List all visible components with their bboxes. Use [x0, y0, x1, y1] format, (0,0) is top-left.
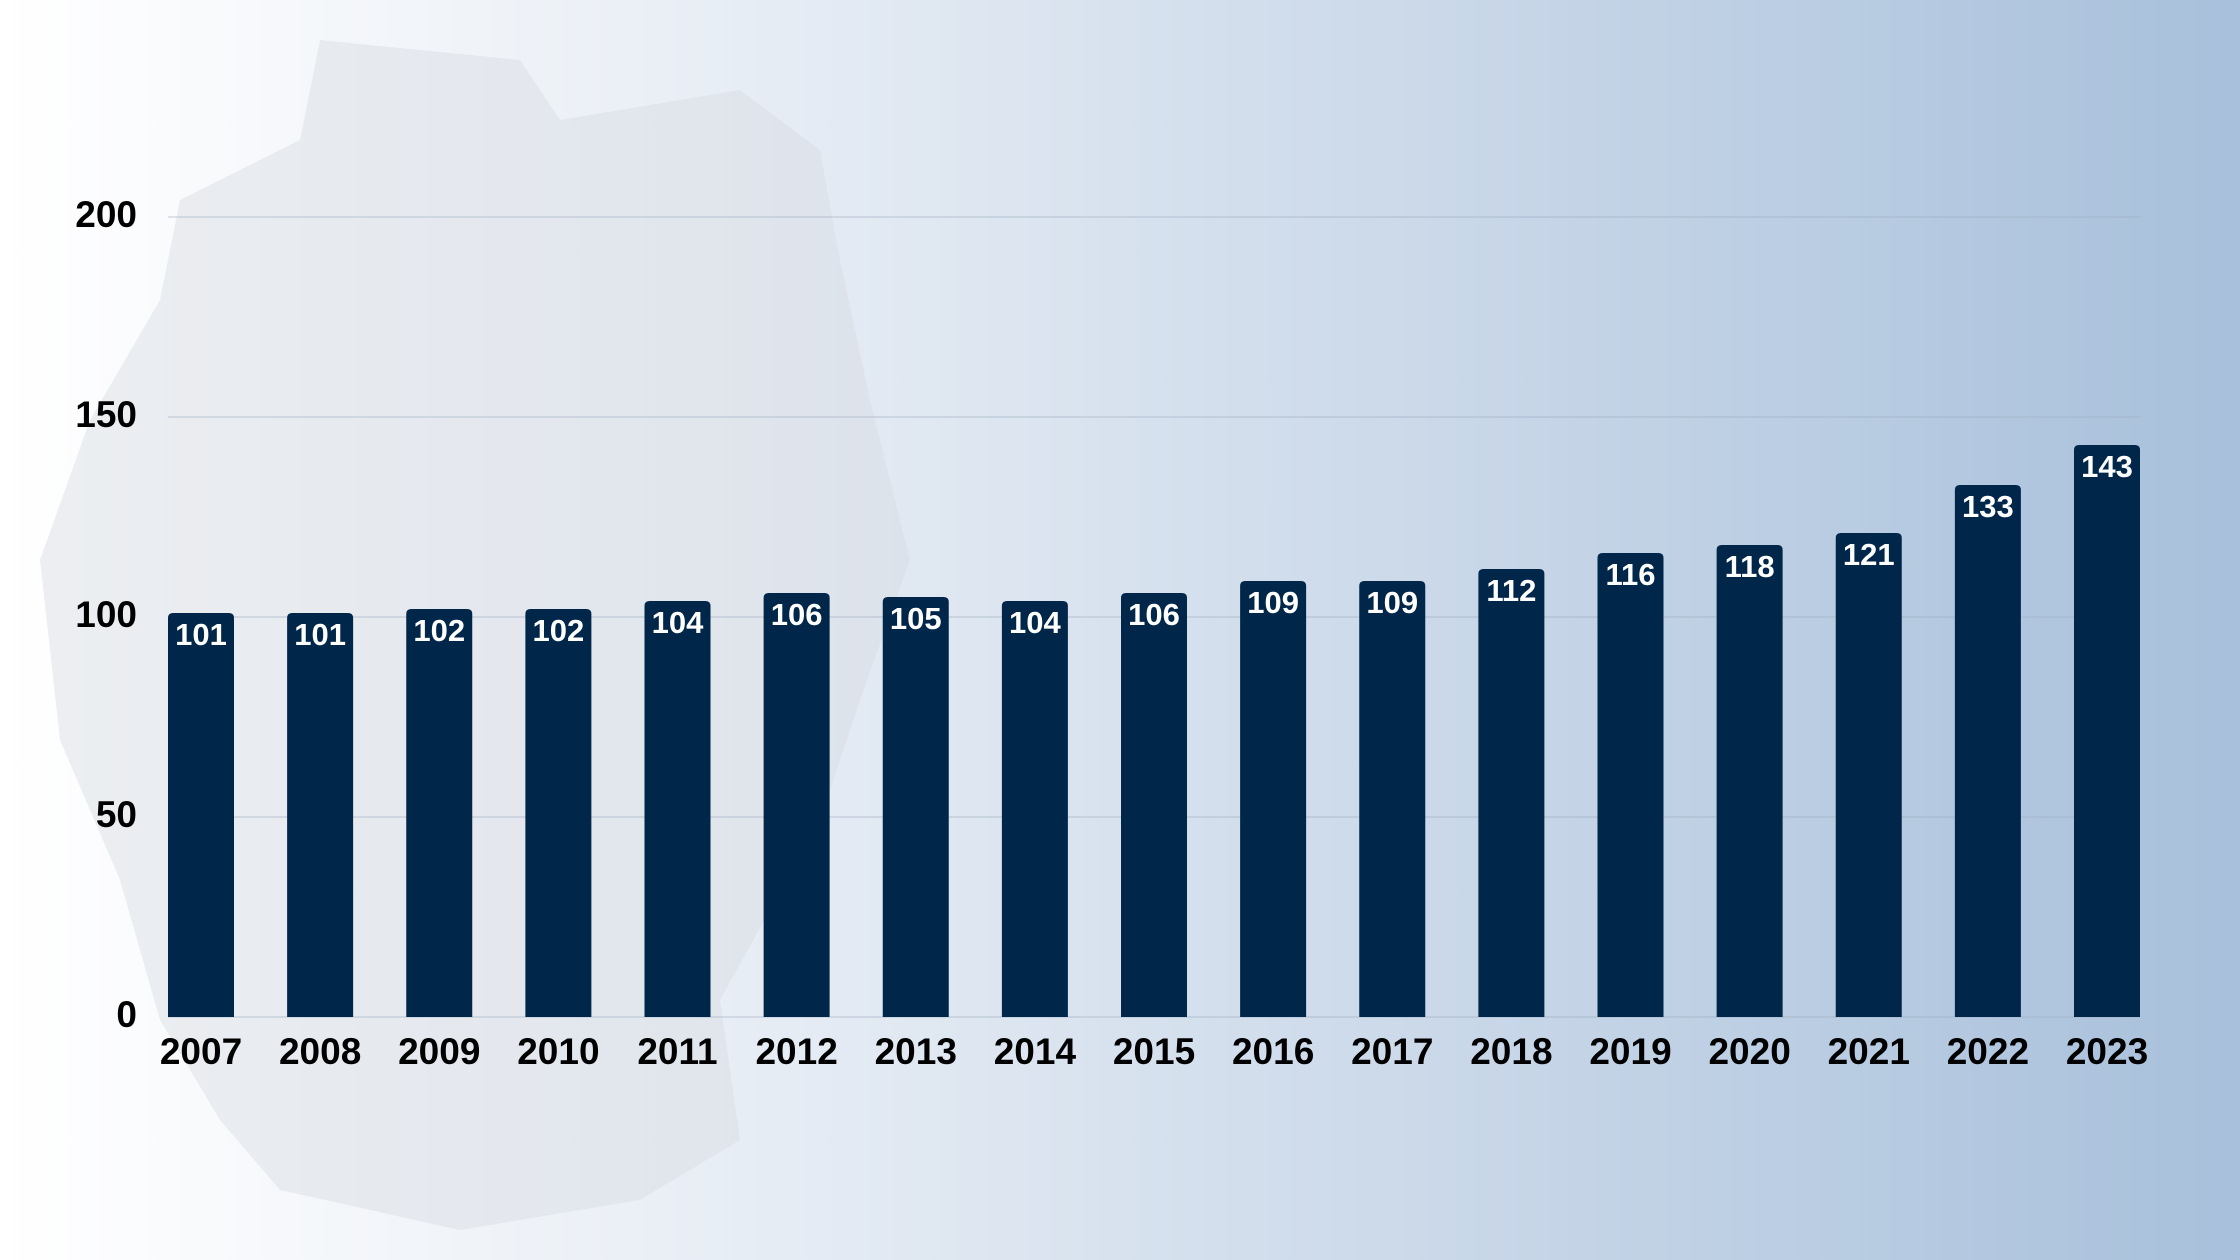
x-tick-label: 2022 [1947, 1031, 2029, 1072]
x-tick-label: 2009 [398, 1031, 480, 1072]
x-tick-label: 2020 [1708, 1031, 1790, 1072]
value-label: 105 [890, 601, 942, 636]
value-label: 101 [175, 617, 227, 652]
x-tick-label: 2014 [994, 1031, 1077, 1072]
x-tick-label: 2008 [279, 1031, 361, 1072]
value-label: 118 [1725, 549, 1775, 584]
bar [1478, 569, 1545, 1017]
bar [1716, 545, 1783, 1017]
x-tick-label: 2023 [2066, 1031, 2148, 1072]
bar [882, 597, 949, 1017]
x-tick-label: 2016 [1232, 1031, 1314, 1072]
bar [1359, 581, 1426, 1017]
value-label: 109 [1247, 585, 1299, 620]
value-label: 121 [1843, 537, 1895, 572]
value-label: 106 [771, 597, 823, 632]
y-tick-label: 200 [75, 194, 137, 235]
bar [168, 613, 234, 1017]
value-label: 104 [652, 605, 704, 640]
x-tick-label: 2012 [755, 1031, 837, 1072]
value-label: 133 [1962, 489, 2014, 524]
x-tick-label: 2017 [1351, 1031, 1433, 1072]
bar [1121, 593, 1187, 1017]
value-label: 116 [1605, 557, 1655, 592]
bar [1597, 553, 1664, 1017]
bar [287, 613, 354, 1017]
bar [1240, 581, 1307, 1017]
value-label: 102 [533, 613, 585, 648]
x-tick-label: 2007 [160, 1031, 242, 1072]
bar [763, 593, 830, 1017]
y-tick-label: 0 [116, 994, 137, 1035]
y-tick-label: 100 [75, 594, 137, 635]
x-tick-label: 2010 [517, 1031, 599, 1072]
value-label: 102 [413, 613, 465, 648]
value-label: 104 [1009, 605, 1061, 640]
y-tick-label: 50 [96, 794, 137, 835]
value-label: 109 [1366, 585, 1418, 620]
bar [1835, 533, 1902, 1017]
bar [525, 609, 592, 1017]
x-tick-label: 2015 [1113, 1031, 1195, 1072]
value-label: 101 [294, 617, 346, 652]
value-label: 106 [1128, 597, 1180, 632]
bar [1001, 601, 1068, 1017]
bar [644, 601, 711, 1017]
x-tick-label: 2021 [1828, 1031, 1910, 1072]
bar [406, 609, 473, 1017]
x-tick-label: 2011 [637, 1031, 717, 1072]
x-tick-label: 2018 [1470, 1031, 1552, 1072]
x-tick-label: 2013 [875, 1031, 957, 1072]
x-tick-label: 2019 [1589, 1031, 1671, 1072]
y-tick-label: 150 [75, 394, 137, 435]
bar [1954, 485, 2021, 1017]
value-label: 143 [2081, 449, 2133, 484]
bar [2074, 445, 2140, 1017]
value-label: 112 [1486, 573, 1536, 608]
